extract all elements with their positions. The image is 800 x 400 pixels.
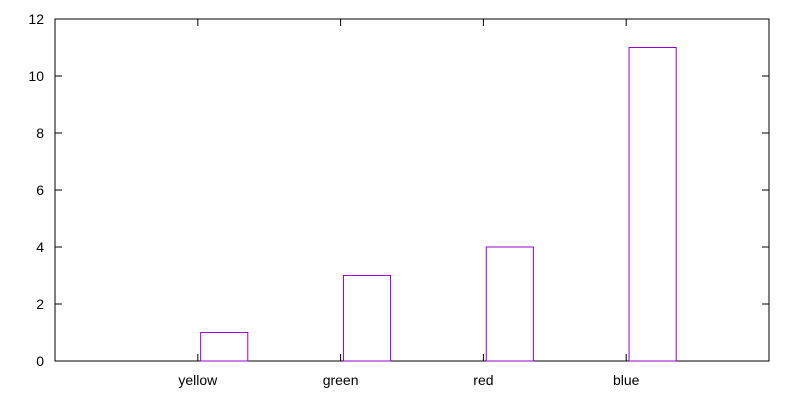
plot-frame xyxy=(54,18,770,362)
bar-yellow xyxy=(200,332,249,362)
bar-green xyxy=(342,275,392,362)
labels-layer: 0 2 4 6 8 10 12 yellow green red blue xyxy=(28,11,639,388)
category-label-red: red xyxy=(473,372,493,388)
y-tick-label: 8 xyxy=(36,125,44,141)
y-tick-label: 10 xyxy=(28,68,44,84)
category-label-blue: blue xyxy=(613,372,640,388)
category-label-green: green xyxy=(323,372,359,388)
y-tick-label: 2 xyxy=(36,296,44,312)
y-tick-label: 6 xyxy=(36,182,44,198)
bars-layer xyxy=(200,47,677,362)
bar-red xyxy=(485,246,534,362)
y-tick-label: 0 xyxy=(36,353,44,369)
category-label-yellow: yellow xyxy=(178,372,218,388)
axes-layer xyxy=(54,18,770,362)
y-tick-label: 12 xyxy=(28,11,44,27)
y-tick-label: 4 xyxy=(36,239,44,255)
bar-blue xyxy=(628,47,677,362)
